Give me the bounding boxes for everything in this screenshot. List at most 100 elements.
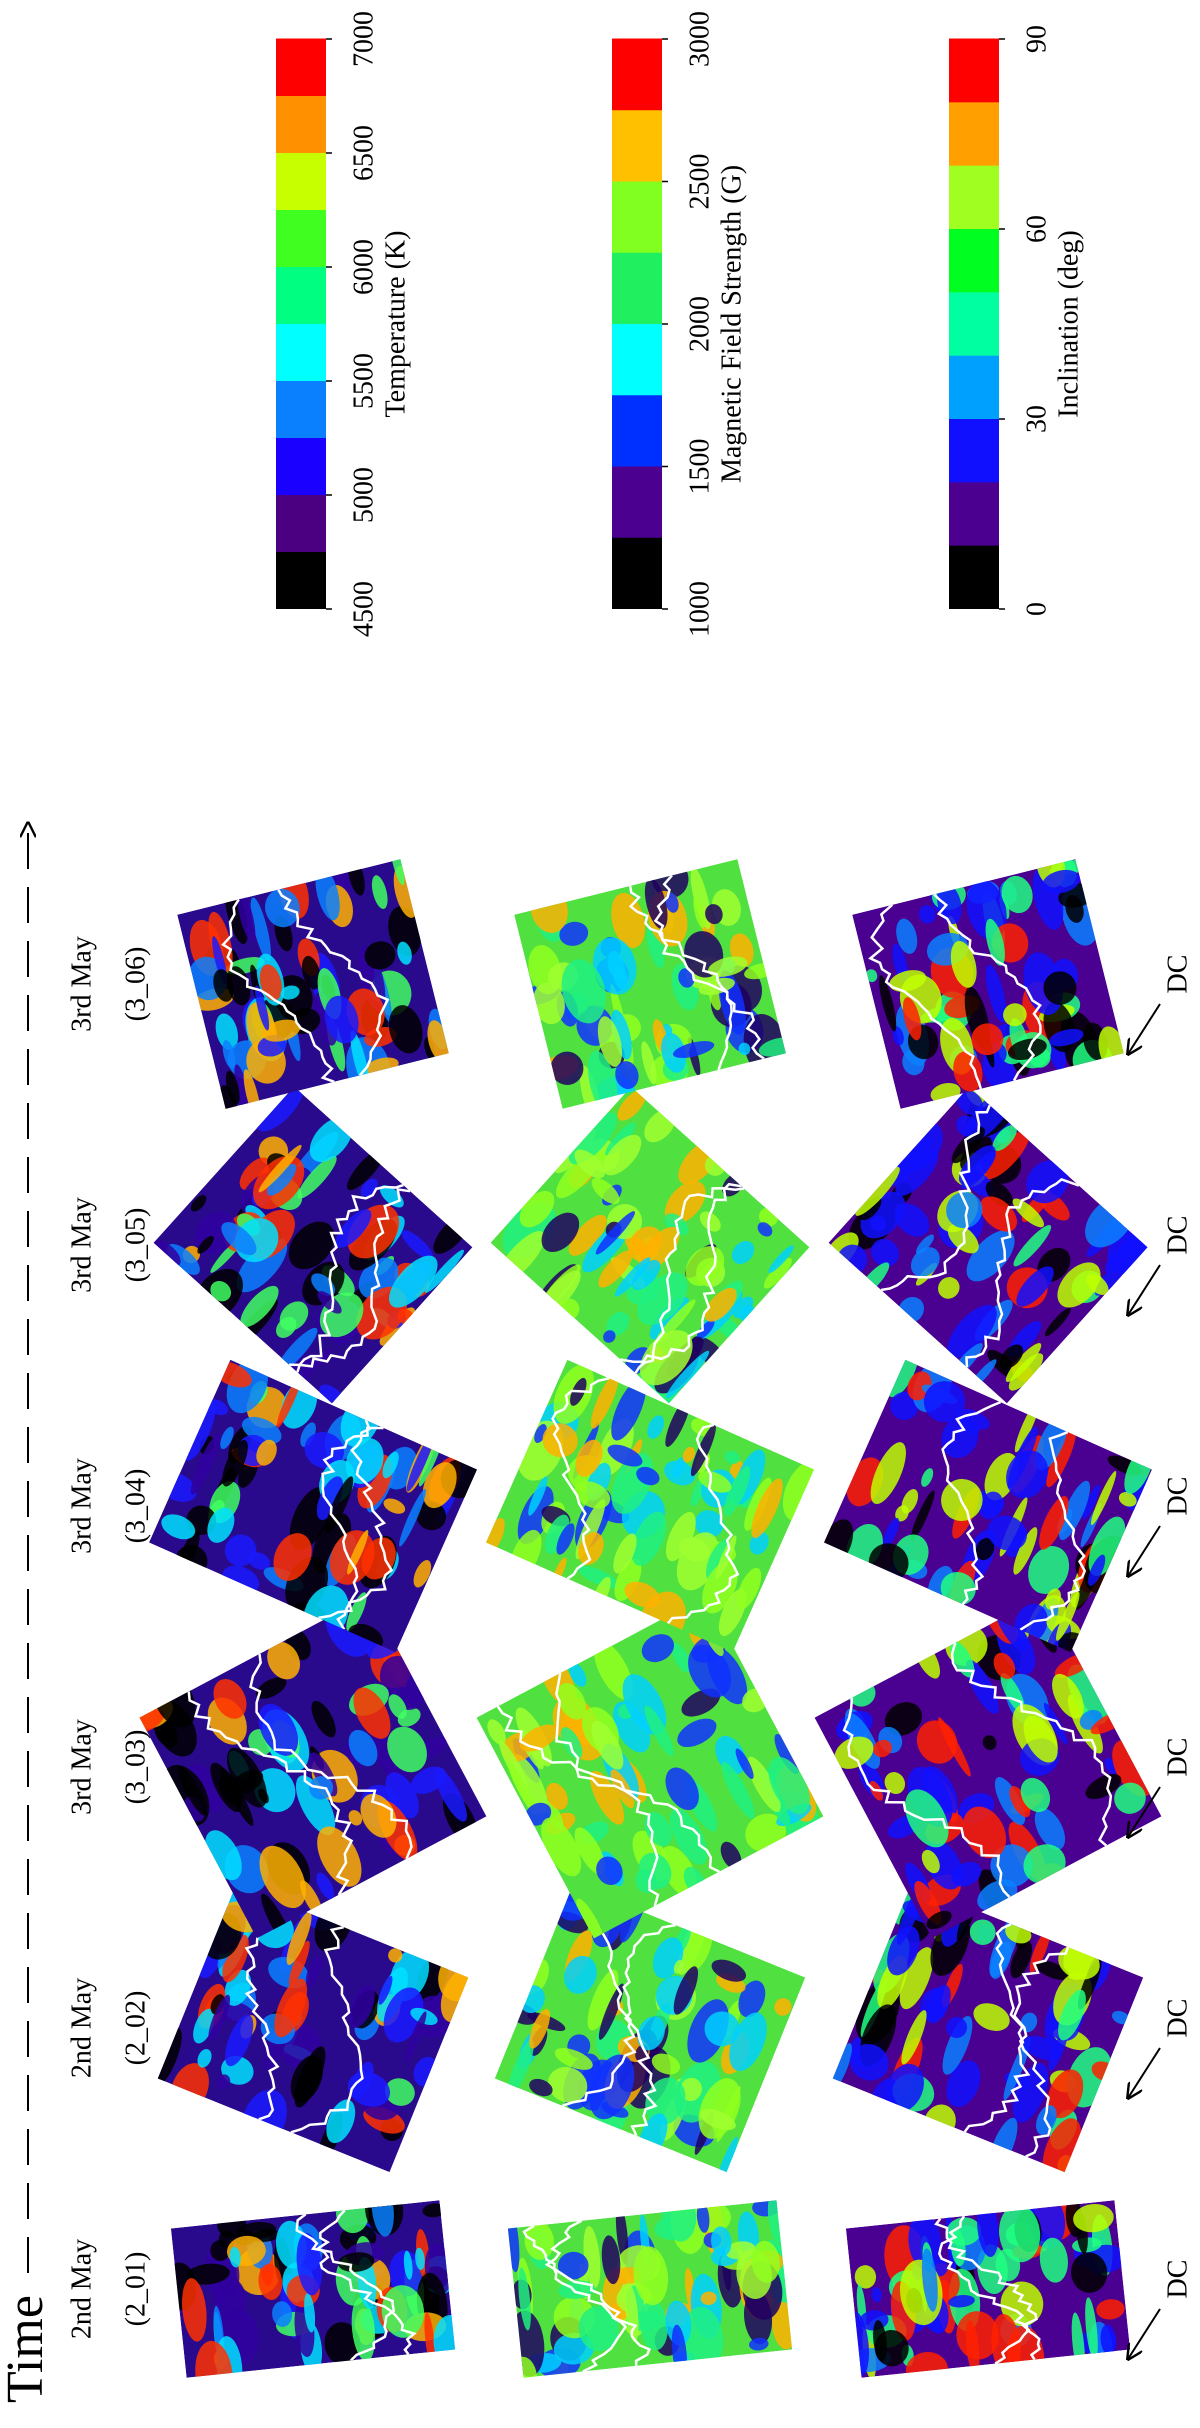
- map-blob: [1085, 2297, 1098, 2361]
- map-blob: [546, 1782, 568, 1810]
- map-blob: [782, 1460, 815, 1522]
- map-blob: [388, 1948, 403, 1963]
- map-blob: [951, 1861, 982, 1887]
- dc-arrow: [1128, 1003, 1161, 1054]
- map-blob: [704, 1287, 737, 1322]
- map-blob: [210, 1280, 232, 1302]
- map-blob: [508, 1763, 538, 1817]
- contour: [295, 2213, 396, 2362]
- colorbar-segment: [612, 323, 662, 396]
- map-blob: [273, 1533, 312, 1581]
- map-blob: [255, 985, 270, 1031]
- map-blob: [300, 1422, 316, 1447]
- map-blob: [554, 2047, 593, 2070]
- map-blob: [696, 1319, 715, 1340]
- map-blob: [266, 1163, 297, 1196]
- map-blob: [1067, 1664, 1109, 1725]
- map-blob: [276, 1327, 318, 1374]
- map-blob: [744, 1477, 772, 1531]
- map-blob: [666, 1350, 710, 1399]
- map-blob: [216, 2074, 231, 2090]
- colorbar-segment: [276, 380, 326, 438]
- map-blob: [348, 1729, 378, 1767]
- map-blob: [388, 1005, 423, 1054]
- map-blob: [177, 1766, 207, 1816]
- map-blob: [274, 1978, 308, 2038]
- map-blob: [231, 1770, 264, 1795]
- map-blob: [213, 1678, 247, 1719]
- contour: [868, 903, 983, 1090]
- map-blob: [524, 2221, 554, 2260]
- dc-label: DC: [1162, 1999, 1193, 2038]
- map-blob: [603, 1134, 642, 1176]
- map-blob: [1008, 1353, 1044, 1391]
- map-blob: [681, 2306, 724, 2370]
- map-blob: [987, 1515, 1027, 1551]
- map-blob: [598, 1250, 633, 1288]
- map-blob: [916, 1234, 935, 1254]
- map-blob: [1010, 1940, 1033, 1979]
- map-blob: [624, 1581, 661, 1608]
- map-blob: [208, 1994, 231, 2041]
- time-label: Time: [0, 2295, 54, 2403]
- map-blob: [213, 2276, 247, 2321]
- map-blob: [153, 1240, 181, 1267]
- map-blob: [926, 1984, 951, 2024]
- map-blob: [265, 888, 300, 928]
- map-panel: [485, 1359, 815, 1653]
- map-blob: [574, 1481, 611, 1509]
- map-blob: [907, 1371, 932, 1401]
- map-content: [177, 859, 449, 1109]
- contour: [653, 874, 765, 1060]
- map-blob: [576, 1898, 606, 1939]
- map-blob: [256, 1677, 287, 1699]
- map-blob: [345, 1438, 384, 1485]
- contour: [934, 2217, 1038, 2365]
- map-blob: [542, 1423, 578, 1458]
- map-blob: [601, 2235, 621, 2285]
- colorbar-segment: [949, 355, 999, 419]
- map-blob: [948, 2295, 975, 2308]
- map-blob: [288, 1221, 335, 1270]
- map-blob: [901, 2010, 927, 2065]
- map-blob: [1000, 2281, 1044, 2327]
- map-blob: [382, 1451, 399, 1479]
- map-blob: [250, 897, 271, 962]
- map-blob: [1105, 1243, 1133, 1274]
- map-blob: [1057, 1262, 1101, 1308]
- colorbar-title: Temperature (K): [380, 231, 411, 418]
- map-blob: [938, 1717, 971, 1777]
- map-blob: [225, 1070, 240, 1105]
- map-blob: [267, 1641, 301, 1680]
- map-blob: [1047, 2069, 1084, 2119]
- map-blob: [613, 1533, 637, 1574]
- map-blob: [603, 1330, 616, 1343]
- map-blob: [440, 1967, 469, 2023]
- contour: [634, 1187, 745, 1374]
- map-blob: [324, 995, 359, 1044]
- map-blob: [335, 1209, 372, 1248]
- map-blob: [550, 1051, 584, 1085]
- map-blob: [887, 1926, 920, 1976]
- map-blob: [636, 1466, 660, 1486]
- map-blob: [673, 1966, 699, 2015]
- map-blob: [617, 1090, 646, 1121]
- colorbar-tick-label: 3000: [684, 11, 715, 67]
- map-blob: [832, 2043, 852, 2092]
- colorbar-segment: [949, 38, 999, 103]
- map-blob: [885, 2063, 924, 2112]
- map-blob: [694, 1510, 724, 1538]
- colorbar-segment: [949, 165, 999, 229]
- map-blob: [992, 1124, 1017, 1151]
- map-blob: [721, 1761, 755, 1819]
- contour: [187, 1691, 354, 1896]
- map-blob: [1013, 1527, 1038, 1575]
- map-blob: [723, 1466, 751, 1517]
- map-blob: [953, 1051, 983, 1092]
- map-blob: [921, 1468, 934, 1487]
- map-blob: [738, 1980, 766, 2018]
- map-blob: [397, 941, 412, 965]
- map-blob: [403, 2250, 413, 2280]
- column-date: 3rd May: [66, 936, 97, 1032]
- map-blob: [416, 1501, 447, 1531]
